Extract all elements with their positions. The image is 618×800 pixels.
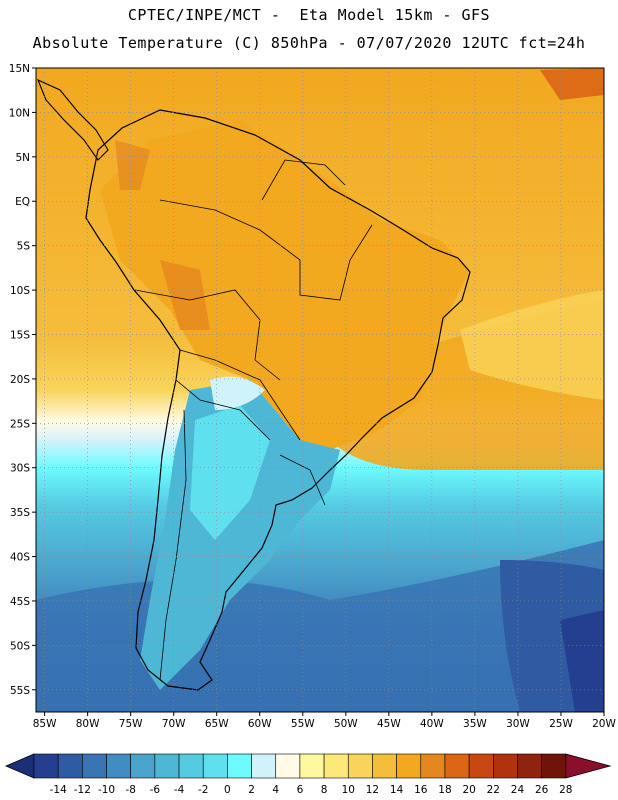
colorbar-over-arrow [565,753,612,779]
colorbar-label: 14 [390,784,404,796]
colorbar-label: 6 [297,784,304,796]
lat-tick-label: 25S [10,418,30,430]
colorbar-label: -6 [150,784,161,796]
colorbar-swatch [202,753,228,779]
colorbar-swatch [517,753,542,779]
colorbar-swatch [178,753,204,779]
lon-tick-label: 45W [377,718,401,730]
colorbar-swatch [82,753,107,779]
colorbar-swatch [468,753,494,779]
colorbar-swatch [347,753,373,779]
lon-tick-label: 85W [33,718,57,730]
colorbar-label: 10 [342,784,355,796]
lon-tick-label: 65W [205,718,229,730]
colorbar-swatch [154,753,180,779]
lat-tick-label: 15N [9,63,30,75]
colorbar-swatch [396,753,422,779]
lat-tick-label: 20S [10,374,30,386]
colorbar-label: 18 [438,784,451,796]
colorbar-label: 12 [366,784,379,796]
continent-outline [85,109,471,691]
colorbar-swatch [106,753,131,779]
colorbar-swatch [372,753,397,779]
colorbar-label: 4 [272,784,279,796]
country-borders [134,159,373,681]
graticule [36,68,604,712]
colorbar-swatch [493,753,518,779]
colorbar-label: -4 [174,784,185,796]
lat-tick-label: 5N [15,152,30,164]
colorbar-label: -10 [98,784,115,796]
lat-tick-label: 50S [10,640,30,652]
colorbar-label: -2 [198,784,208,796]
lat-tick-label: 35S [10,507,30,519]
lon-tick-label: 30W [506,718,530,730]
colorbar-label: 24 [511,784,525,796]
colorbar-label: 20 [462,784,475,796]
lon-tick-label: 40W [420,718,444,730]
colorbar-label: -8 [125,784,135,796]
colorbar-swatch [420,753,446,779]
lat-tick-label: 10N [9,107,30,119]
map-border [35,67,605,713]
temperature-map: 15N 10N 5N EQ 5S 10S 15S 20S 25S 30S 35S 40S 45S 50S 5… [9,63,617,730]
colorbar-swatch [275,753,301,779]
lat-tick-label: EQ [15,196,30,208]
lon-tick-label: 20W [592,718,616,730]
colorbar-swatch [299,753,325,779]
latitude-axis: 15N 10N 5N EQ 5S 10S 15S 20S 25S 30S 35S 40S 45S 50S 5… [9,63,36,697]
lon-tick-label: 80W [76,718,100,730]
colorbar-label: 16 [414,784,428,796]
colorbar: -14 -12 -10 -8 -6 -4 -2 0 2 4 6 8 10 12 14 16 18 20 22 24 26… [4,753,612,796]
colorbar-label: 26 [535,784,549,796]
lat-tick-label: 10S [10,285,30,297]
colorbar-under-arrow [4,753,35,779]
colorbar-label: 2 [248,784,255,796]
lat-tick-label: 30S [10,463,30,475]
colorbar-label: 0 [224,784,231,796]
lon-tick-label: 50W [334,718,358,730]
lon-tick-label: 35W [463,718,487,730]
colorbar-label: 8 [321,784,328,796]
lat-tick-label: 5S [17,241,31,253]
colorbar-label: -14 [50,784,67,796]
map-title: CPTEC/INPE/MCT - Eta Model 15km - GFS [127,6,491,24]
colorbar-swatch [33,753,59,779]
lat-tick-label: 45S [10,596,30,608]
colorbar-swatch [444,753,470,779]
colorbar-swatch [323,753,349,779]
lon-tick-label: 70W [162,718,186,730]
map-subtitle: Absolute Temperature (C) 850hPa - 07/07/… [32,34,586,52]
colorbar-swatch [251,753,277,779]
central-america-outline [36,78,109,161]
lat-tick-label: 55S [10,685,30,697]
colorbar-label: -12 [74,784,91,796]
lon-tick-label: 55W [291,718,315,730]
colorbar-label: 22 [487,784,500,796]
colorbar-swatch [541,753,567,779]
lat-tick-label: 15S [10,329,30,341]
longitude-axis: 85W 80W 75W 70W 65W 60W 55W 50W 45W 40W 35W 30W 25W 2… [33,712,616,730]
lon-tick-label: 25W [549,718,573,730]
colorbar-swatch [227,753,252,779]
colorbar-swatch [130,753,156,779]
colorbar-swatch [57,753,83,779]
lat-tick-label: 40S [10,552,30,564]
lon-tick-label: 75W [119,718,143,730]
lon-tick-label: 60W [248,718,272,730]
colorbar-label: 28 [559,784,572,796]
